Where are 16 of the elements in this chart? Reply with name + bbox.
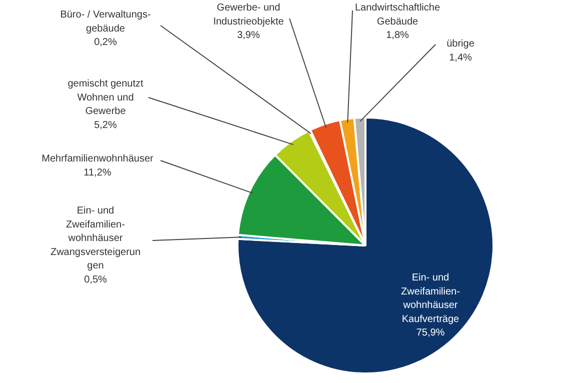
slice-label: Landwirtschaftliche Gebäude bbox=[354, 2, 440, 28]
data-label: 3,9% bbox=[237, 30, 260, 41]
data-label: 5,2% bbox=[94, 120, 118, 131]
slice-label: Ein- und Zweifamilien- wohnhäuser Kaufverträge bbox=[401, 272, 460, 325]
data-label: 1,8% bbox=[386, 30, 410, 41]
data-label: 1,4% bbox=[449, 52, 472, 64]
slice-label: Ein- und Zweifamilien- wohnhäuser Zwangsversteigerun gen bbox=[50, 206, 141, 272]
data-label: 11,2% bbox=[84, 167, 112, 178]
data-label: 75,9% bbox=[416, 328, 445, 338]
slice-label: Büro- / Verwaltungs- gebäude bbox=[60, 10, 151, 34]
slice-label: übrige bbox=[446, 38, 475, 50]
slice-label: Gewerbe- und Industrieobjekte bbox=[213, 2, 284, 28]
slice-label: Mehrfamilienwohnhäuser bbox=[42, 154, 154, 164]
data-label: 0,2% bbox=[94, 37, 118, 48]
slice-label: gemischt genutzt Wohnen und Gewerbe bbox=[68, 78, 144, 117]
data-label: 0,5% bbox=[84, 274, 108, 286]
